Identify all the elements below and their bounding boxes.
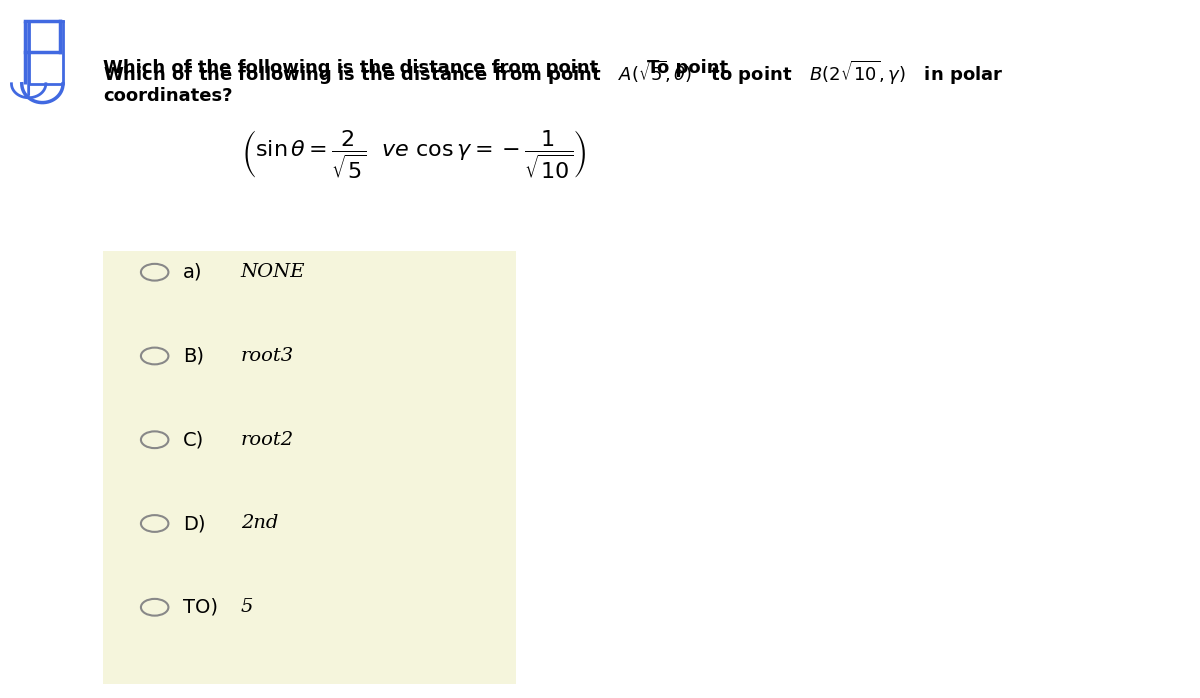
Text: a): a)	[184, 262, 203, 282]
Text: Which of the following is the distance from point: Which of the following is the distance f…	[103, 59, 599, 77]
Text: 2nd: 2nd	[241, 514, 278, 533]
Text: NONE: NONE	[241, 263, 305, 281]
Text: root3: root3	[241, 347, 294, 365]
FancyBboxPatch shape	[103, 251, 516, 684]
Text: D): D)	[184, 514, 206, 533]
Text: B): B)	[184, 346, 204, 366]
Text: root2: root2	[241, 431, 294, 449]
Text: To point: To point	[647, 59, 728, 77]
Text: TO): TO)	[184, 597, 218, 617]
Text: 5: 5	[241, 598, 253, 616]
Text: $\left( \sin\theta = \dfrac{2}{\sqrt{5}} \ \ ve \ \cos\gamma = -\dfrac{1}{\sqrt{: $\left( \sin\theta = \dfrac{2}{\sqrt{5}}…	[241, 129, 587, 181]
Text: coordinates?: coordinates?	[103, 87, 233, 105]
Text: C): C)	[184, 430, 204, 450]
Text: Which of the following is the distance from point   $A(\sqrt{5}, \theta)$   to p: Which of the following is the distance f…	[103, 59, 1003, 87]
